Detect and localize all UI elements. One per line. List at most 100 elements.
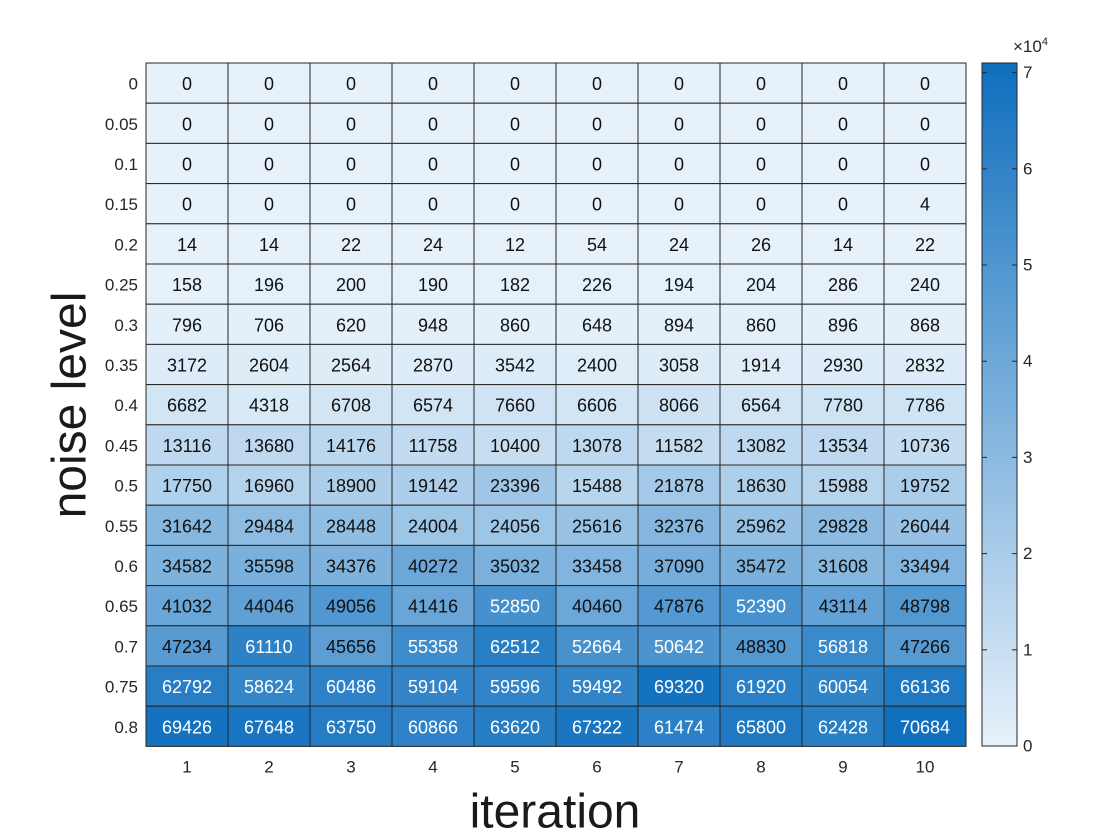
heatmap-cell: [801, 544, 885, 587]
heatmap-cell: [719, 625, 803, 667]
cell-value-label: 47876: [654, 597, 704, 617]
cell-value-label: 28448: [326, 516, 376, 536]
x-tick-label: 2: [264, 758, 273, 777]
cell-value-label: 868: [910, 315, 940, 335]
heatmap-cell: [391, 544, 475, 587]
cell-value-label: 19752: [900, 476, 950, 496]
heatmap-cell: [391, 705, 475, 747]
cell-value-label: 6708: [331, 396, 371, 416]
heatmap-cell: [145, 303, 229, 345]
colorbar-multiplier: ×104: [1013, 36, 1048, 56]
heatmap-cell: [473, 585, 557, 627]
cell-value-label: 2604: [249, 356, 289, 376]
cell-value-label: 63750: [326, 717, 376, 737]
heatmap-cell: [719, 343, 803, 386]
heatmap-cell: [801, 102, 885, 144]
cell-value-label: 40460: [572, 597, 622, 617]
heatmap-cell: [801, 625, 885, 667]
heatmap-cell: [473, 263, 557, 305]
x-tick-labels: 1 2 3 4 5 6 7 8 9 10: [182, 758, 934, 777]
cell-value-label: 12: [505, 235, 525, 255]
heatmap-cell: [309, 544, 393, 587]
cell-value-label: 0: [674, 74, 684, 94]
cell-value-label: 796: [172, 315, 202, 335]
heatmap-cell: [555, 183, 639, 225]
heatmap-cell: [391, 384, 475, 426]
cell-value-label: 0: [264, 195, 274, 215]
cell-value-label: 16960: [244, 476, 294, 496]
cell-value-label: 19142: [408, 476, 458, 496]
heatmap-cell: [801, 504, 885, 546]
heatmap-cell: [145, 384, 229, 426]
cell-value-label: 620: [336, 315, 366, 335]
cell-value-label: 0: [428, 74, 438, 94]
heatmap-cell: [637, 384, 721, 426]
heatmap-cell: [637, 303, 721, 345]
cell-value-label: 15988: [818, 476, 868, 496]
cell-value-label: 3172: [167, 356, 207, 376]
cell-value-label: 0: [592, 74, 602, 94]
heatmap-cell: [883, 223, 967, 265]
cell-value-label: 6564: [741, 396, 781, 416]
cell-value-label: 0: [838, 114, 848, 134]
heatmap-cell: [801, 223, 885, 265]
heatmap-cell: [801, 343, 885, 386]
x-tick-label: 7: [674, 758, 683, 777]
cell-value-label: 0: [510, 114, 520, 134]
heatmap-cell: [801, 303, 885, 345]
cell-value-label: 0: [838, 155, 848, 175]
cell-value-label: 7660: [495, 396, 535, 416]
cell-value-label: 52664: [572, 637, 622, 657]
heatmap-cell: [391, 464, 475, 506]
colorbar-tick-label: 1: [1023, 640, 1032, 659]
cell-value-label: 31642: [162, 516, 212, 536]
cell-value-label: 0: [674, 155, 684, 175]
cell-value-label: 860: [500, 315, 530, 335]
y-tick-label: 0.4: [114, 396, 138, 415]
cell-value-label: 4: [920, 195, 930, 215]
heatmap-cell: [637, 705, 721, 747]
heatmap-cell: [145, 665, 229, 707]
cell-value-label: 60866: [408, 717, 458, 737]
x-tick-label: 3: [346, 758, 355, 777]
heatmap-cell: [719, 504, 803, 546]
cell-value-label: 59596: [490, 677, 540, 697]
cell-value-label: 31608: [818, 557, 868, 577]
cell-value-label: 49056: [326, 597, 376, 617]
heatmap-cell: [719, 223, 803, 265]
cell-value-label: 10400: [490, 436, 540, 456]
cell-value-label: 3542: [495, 356, 535, 376]
y-tick-label: 0.7: [114, 637, 138, 656]
cell-value-label: 11582: [655, 436, 704, 456]
cell-value-label: 0: [756, 114, 766, 134]
heatmap-cell: [719, 384, 803, 426]
cell-value-label: 14: [177, 235, 197, 255]
cell-value-label: 52390: [736, 597, 786, 617]
cell-value-label: 52850: [490, 597, 540, 617]
cell-value-label: 0: [920, 114, 930, 134]
cell-value-label: 0: [346, 74, 356, 94]
cell-value-label: 200: [336, 275, 366, 295]
heatmap-cell: [309, 263, 393, 305]
y-tick-label: 0.2: [114, 235, 138, 254]
cell-value-label: 60486: [326, 677, 376, 697]
x-axis-label: iteration: [470, 786, 641, 839]
heatmap-cell: [801, 384, 885, 426]
cell-value-label: 33494: [900, 557, 950, 577]
y-tick-label: 0.05: [105, 115, 138, 134]
heatmap-cell: [391, 665, 475, 707]
cell-value-label: 41032: [162, 597, 212, 617]
cell-value-label: 0: [264, 114, 274, 134]
heatmap-cell: [719, 303, 803, 345]
cell-value-label: 2870: [413, 356, 453, 376]
heatmap-cell: [801, 263, 885, 305]
y-tick-label: 0.8: [114, 718, 138, 737]
heatmap-cell: [801, 183, 885, 225]
cell-value-label: 0: [838, 74, 848, 94]
heatmap-cell: [391, 585, 475, 627]
x-tick-label: 9: [838, 758, 847, 777]
cell-value-label: 11758: [409, 436, 458, 456]
cell-value-label: 182: [500, 275, 530, 295]
cell-value-label: 21878: [654, 476, 704, 496]
